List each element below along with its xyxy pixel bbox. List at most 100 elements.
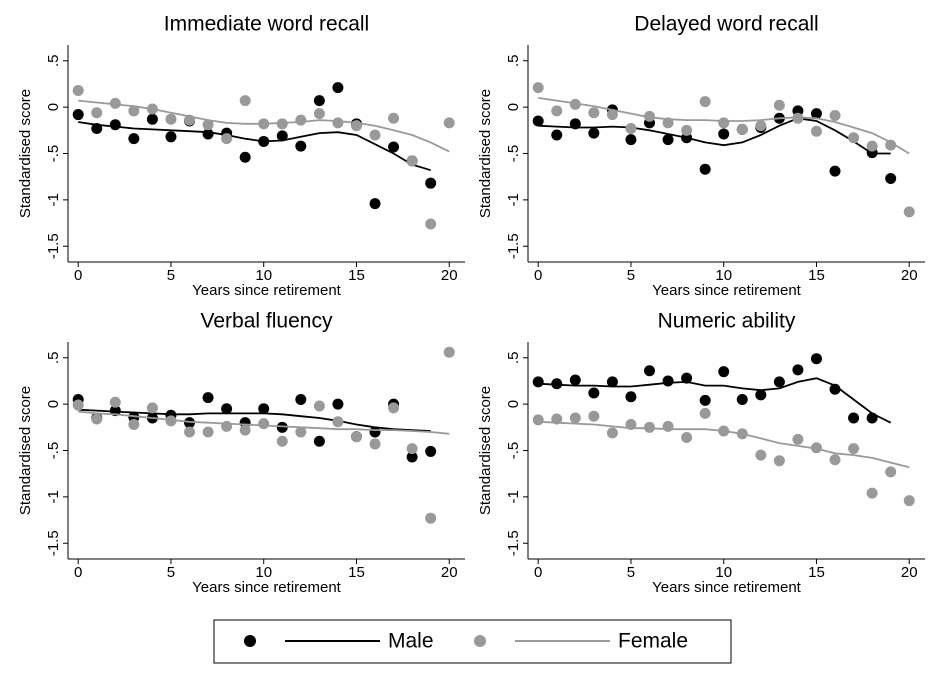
y-tick-label: -.5 bbox=[45, 145, 62, 163]
point bbox=[425, 512, 437, 524]
x-axis-label: Years since retirement bbox=[192, 579, 342, 596]
point bbox=[903, 206, 915, 218]
point bbox=[221, 133, 233, 145]
x-tick-label: 0 bbox=[74, 267, 82, 284]
point bbox=[165, 415, 177, 427]
y-tick-label: 0 bbox=[45, 103, 62, 111]
point bbox=[699, 407, 711, 419]
point bbox=[866, 140, 878, 152]
point bbox=[128, 105, 140, 117]
smooth-line bbox=[78, 410, 450, 435]
y-tick-label: 0 bbox=[505, 400, 522, 408]
smooth-line bbox=[538, 117, 891, 155]
point bbox=[313, 108, 325, 120]
point bbox=[425, 218, 437, 230]
y-axis-label: Standardised score bbox=[17, 386, 34, 515]
y-tick-label: 0 bbox=[45, 400, 62, 408]
y-tick-label: .5 bbox=[505, 55, 522, 68]
point bbox=[588, 127, 600, 139]
point bbox=[109, 97, 121, 109]
point bbox=[625, 391, 637, 403]
point bbox=[72, 399, 84, 411]
point bbox=[313, 400, 325, 412]
smooth-line bbox=[78, 121, 431, 172]
point bbox=[866, 487, 878, 499]
point bbox=[332, 117, 344, 129]
panel-title: Immediate word recall bbox=[164, 13, 369, 36]
point bbox=[792, 364, 804, 376]
point bbox=[829, 454, 841, 466]
point bbox=[736, 393, 748, 405]
point bbox=[885, 139, 897, 151]
panel-title: Verbal fluency bbox=[201, 310, 333, 333]
legend-marker bbox=[474, 635, 486, 647]
point bbox=[425, 445, 437, 457]
point bbox=[295, 114, 307, 126]
point bbox=[221, 403, 233, 415]
smooth-line bbox=[538, 377, 892, 424]
point bbox=[551, 105, 563, 117]
panel: Delayed word recall -1.5 -1 -.5 0 .5 0 5 10 15 20 Y… bbox=[477, 13, 925, 299]
point bbox=[72, 84, 84, 96]
point bbox=[625, 134, 637, 146]
x-tick-label: 15 bbox=[808, 564, 825, 581]
x-tick-label: 0 bbox=[74, 564, 82, 581]
x-tick-label: 5 bbox=[627, 267, 635, 284]
point bbox=[369, 198, 381, 210]
point bbox=[829, 383, 841, 395]
smooth-line bbox=[538, 420, 910, 469]
point bbox=[532, 376, 544, 388]
point bbox=[258, 418, 270, 430]
point bbox=[388, 112, 400, 124]
legend-label: Male bbox=[388, 630, 434, 653]
point bbox=[755, 449, 767, 461]
point bbox=[829, 165, 841, 177]
y-tick-label: .5 bbox=[505, 352, 522, 365]
point bbox=[388, 141, 400, 153]
point bbox=[202, 119, 214, 131]
point bbox=[662, 420, 674, 432]
point bbox=[606, 427, 618, 439]
point bbox=[128, 133, 140, 145]
x-tick-label: 0 bbox=[534, 564, 542, 581]
point bbox=[551, 129, 563, 141]
point bbox=[588, 387, 600, 399]
x-tick-label: 5 bbox=[627, 564, 635, 581]
legend-marker bbox=[244, 635, 256, 647]
point bbox=[202, 392, 214, 404]
point bbox=[532, 82, 544, 94]
x-axis-label: Years since retirement bbox=[192, 282, 342, 299]
point bbox=[718, 128, 730, 140]
point bbox=[91, 413, 103, 425]
point bbox=[681, 372, 693, 384]
x-tick-label: 20 bbox=[901, 564, 918, 581]
y-tick-label: -1 bbox=[45, 193, 62, 206]
point bbox=[313, 435, 325, 447]
point bbox=[736, 123, 748, 135]
point bbox=[239, 151, 251, 163]
y-tick-label: -1 bbox=[505, 490, 522, 503]
point bbox=[662, 134, 674, 146]
y-tick-label: .5 bbox=[45, 55, 62, 68]
point bbox=[810, 108, 822, 120]
x-tick-label: 10 bbox=[715, 564, 732, 581]
point bbox=[588, 107, 600, 119]
point bbox=[792, 433, 804, 445]
x-axis-label: Years since retirement bbox=[652, 579, 802, 596]
y-tick-label: -1.5 bbox=[505, 233, 522, 259]
x-tick-label: 20 bbox=[441, 564, 458, 581]
point bbox=[829, 109, 841, 121]
y-tick-label: 0 bbox=[505, 103, 522, 111]
point bbox=[569, 98, 581, 110]
point bbox=[773, 376, 785, 388]
y-tick-label: -1.5 bbox=[505, 530, 522, 556]
point bbox=[276, 421, 288, 433]
point bbox=[792, 112, 804, 124]
point bbox=[625, 122, 637, 134]
smooth-line bbox=[78, 408, 431, 432]
y-tick-label: -.5 bbox=[505, 145, 522, 163]
x-tick-label: 15 bbox=[808, 267, 825, 284]
point bbox=[443, 117, 455, 129]
point bbox=[146, 402, 158, 414]
x-tick-label: 5 bbox=[167, 267, 175, 284]
